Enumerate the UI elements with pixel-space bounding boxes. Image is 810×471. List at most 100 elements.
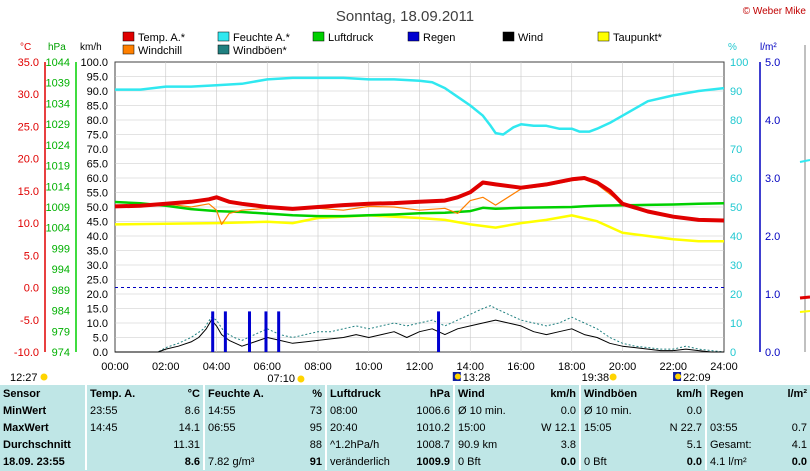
legend-label: Taupunkt* <box>613 32 663 44</box>
axis-tick-label: 999 <box>52 243 70 255</box>
table-cell <box>579 436 650 453</box>
copyright-label: © Weber Mike <box>743 6 807 17</box>
axis-tick-label: 15.0 <box>87 304 108 316</box>
legend-label: Luftdruck <box>328 32 374 44</box>
table-cell: 8.6 <box>184 404 200 417</box>
axis-tick-label: 5.0 <box>765 57 780 69</box>
table-cell: Ø 10 min. <box>579 402 650 419</box>
axis-tick-label: 1039 <box>46 78 70 90</box>
stats-table: Sensor Temp. A. °C Feuchte A. % Luftdruc… <box>0 385 810 471</box>
series-feuchte-a <box>115 76 725 136</box>
legend-swatch <box>217 44 230 55</box>
table-cell: 0 Bft <box>579 453 650 470</box>
table-header-cell: km/h <box>676 387 702 400</box>
legend-label: Temp. A.* <box>138 32 186 44</box>
marker-time-label: 13:28 <box>463 372 491 384</box>
table-cell: 0.7 <box>791 421 807 434</box>
table-cell <box>203 436 276 453</box>
axis-tick-label: 90 <box>730 86 742 98</box>
table-cell: 03:55 <box>705 419 780 436</box>
table-row: MinWert 23:55 8.6 14:55 73 08:00 1006.6 … <box>0 402 810 419</box>
table-cell: 1008.7 <box>416 438 450 451</box>
axis-tick-label: 75.0 <box>87 130 108 142</box>
table-cell: 1006.6 <box>416 404 450 417</box>
axis-tick-label: 2.0 <box>765 231 780 243</box>
axis-tick-label: 80 <box>730 115 742 127</box>
pressure-axis-header: hPa <box>48 42 66 53</box>
axis-tick-label: 1034 <box>46 98 70 110</box>
table-header-cell: % <box>312 387 322 400</box>
axis-tick-label: -10.0 <box>14 347 39 359</box>
legend-label: Wind <box>518 32 543 44</box>
table-row: MaxWert 14:45 14.1 06:55 95 20:40 1010.2… <box>0 419 810 436</box>
weather-chart: Sonntag, 18.09.2011 © Weber Mike °C hPa … <box>10 6 810 385</box>
axis-tick-label: 95.0 <box>87 72 108 84</box>
axis-tick-label: 1009 <box>46 202 70 214</box>
table-header-cell: Windböen <box>579 385 650 402</box>
table-row: Durchschnitt 11.31 88 ^1.2hPa/h 1008.7 9… <box>0 436 810 453</box>
axis-tick-label: 85.0 <box>87 101 108 113</box>
table-cell: 06:55 <box>203 419 276 436</box>
table-cell: 4.1 l/m² <box>705 453 780 470</box>
moon-glyph <box>454 373 461 380</box>
axis-tick-label: -5.0 <box>20 315 39 327</box>
axis-tick-label: 70 <box>730 144 742 156</box>
table-header-cell: Wind <box>453 385 522 402</box>
axis-tick-label: 979 <box>52 326 70 338</box>
legend-swatch <box>122 31 135 42</box>
table-cell: 7.82 g/m³ <box>203 453 276 470</box>
table-cell <box>85 436 152 453</box>
legend-label: Feuchte A.* <box>233 32 291 44</box>
table-cell: 0.0 <box>560 455 576 468</box>
table-cell: 91 <box>309 455 322 468</box>
x-tick-label: 24:00 <box>710 361 738 373</box>
axis-tick-label: 1.0 <box>765 289 780 301</box>
table-cell: 3.8 <box>560 438 576 451</box>
axis-tick-label: 65.0 <box>87 159 108 171</box>
table-cell <box>705 402 780 419</box>
axis-tick-label: 40.0 <box>87 231 108 243</box>
table-cell: 15:05 <box>579 419 650 436</box>
sun-icon <box>609 373 617 381</box>
table-header-cell: Sensor <box>3 387 41 400</box>
table-cell: 15:00 <box>453 419 522 436</box>
table-header-cell: km/h <box>550 387 576 400</box>
axis-tick-label: 80.0 <box>87 115 108 127</box>
clipped-next-chart <box>799 45 810 352</box>
axis-tick-label: 55.0 <box>87 188 108 200</box>
axis-tick-label: 0.0 <box>93 347 108 359</box>
table-cell: 14:55 <box>203 402 276 419</box>
axes: 35.0 30.0 25.0 20.0 15.0 10.0 5.0 0.0 -5.0 -10.0 1… <box>14 57 780 373</box>
axis-tick-label: 50 <box>730 202 742 214</box>
legend: Temp. A.* Feuchte A.* Luftdruck Regen Wind Ta… <box>122 31 663 57</box>
axis-tick-label: 1004 <box>46 223 70 235</box>
x-tick-label: 02:00 <box>152 361 180 373</box>
table-cell: ^1.2hPa/h <box>325 436 398 453</box>
axis-tick-label: 70.0 <box>87 144 108 156</box>
axis-tick-label: 90.0 <box>87 86 108 98</box>
x-tick-label: 20:00 <box>609 361 637 373</box>
table-header-cell: Luftdruck <box>325 385 398 402</box>
marker-time-label: 07:10 <box>267 373 295 385</box>
x-tick-label: 06:00 <box>253 361 281 373</box>
axis-tick-label: 30.0 <box>87 260 108 272</box>
table-cell: 20:40 <box>325 419 398 436</box>
x-tick-label: 16:00 <box>507 361 535 373</box>
axis-tick-label: 25.0 <box>87 275 108 287</box>
x-tick-label: 14:00 <box>456 361 484 373</box>
row-label: 18.09. 23:55 <box>3 455 65 468</box>
x-tick-label: 18:00 <box>558 361 586 373</box>
table-cell: Ø 10 min. <box>453 402 522 419</box>
table-cell: 5.1 <box>686 438 702 451</box>
axis-tick-label: 984 <box>52 306 70 318</box>
table-cell: Gesamt: <box>705 436 780 453</box>
table-cell: 8.6 <box>184 455 200 468</box>
rain-axis-header: l/m² <box>760 42 777 53</box>
rain-bar <box>437 311 441 352</box>
axis-tick-label: 30 <box>730 260 742 272</box>
table-cell: 4.1 <box>791 438 807 451</box>
axis-tick-label: 20 <box>730 289 742 301</box>
axis-tick-label: 0 <box>730 347 736 359</box>
x-tick-label: 08:00 <box>304 361 332 373</box>
x-tick-label: 10:00 <box>355 361 383 373</box>
